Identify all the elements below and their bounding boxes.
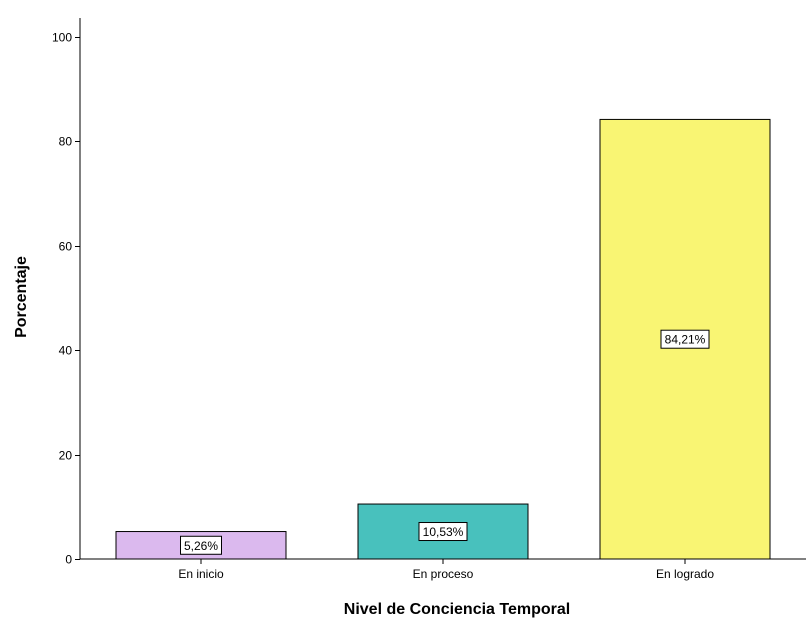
x-tick-label: En inicio — [178, 567, 224, 581]
y-tick-label: 0 — [65, 553, 72, 567]
data-label: 10,53% — [423, 525, 464, 539]
x-tick-label: En logrado — [656, 567, 714, 581]
y-axis-title: Porcentaje — [13, 256, 30, 338]
y-tick-label: 20 — [59, 449, 73, 463]
data-label: 5,26% — [184, 539, 218, 553]
x-axis-title: Nivel de Conciencia Temporal — [344, 601, 570, 618]
y-tick-label: 60 — [59, 240, 73, 254]
y-tick-label: 80 — [59, 135, 73, 149]
data-label-box — [418, 522, 468, 542]
data-label-box — [180, 535, 222, 555]
y-tick-label: 100 — [52, 31, 72, 45]
plot-area: 0 20 40 60 80 100 En inicio 5,26% En proceso 10,5… — [52, 18, 806, 581]
data-label: 84,21% — [665, 333, 706, 347]
data-label-box — [660, 329, 710, 349]
x-tick-label: En proceso — [413, 567, 474, 581]
y-tick-label: 40 — [59, 344, 73, 358]
